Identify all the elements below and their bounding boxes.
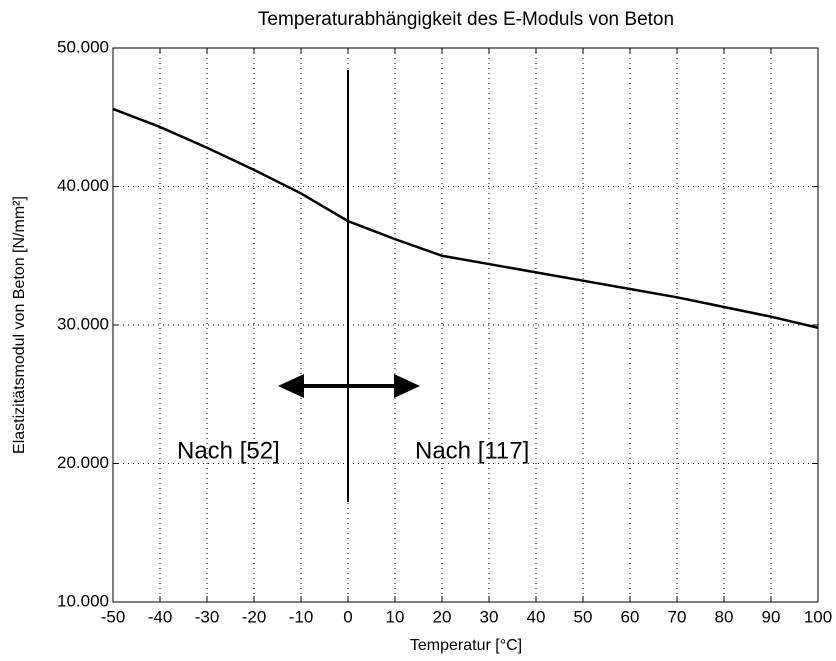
annotation: Nach [52] (177, 437, 280, 464)
x-axis-label: Temperatur [°C] (410, 637, 522, 654)
x-tick-label: -20 (242, 607, 267, 626)
double-arrow (278, 374, 420, 398)
x-tick-label: -10 (289, 607, 314, 626)
y-axis-label: Elastizitätsmodul von Beton [N/mm²] (11, 196, 28, 454)
x-tick-label: 20 (433, 607, 452, 626)
x-tick-label: 10 (386, 607, 405, 626)
x-tick-label: 90 (762, 607, 781, 626)
chart-title: Temperaturabhängigkeit des E-Moduls von … (258, 9, 674, 30)
y-tick-label: 50.000 (57, 37, 109, 56)
x-tick-label: 50 (574, 607, 593, 626)
y-tick-label: 40.000 (57, 176, 109, 195)
x-tick-label: 80 (715, 607, 734, 626)
axes-box (112, 47, 819, 603)
y-tick-label: 10.000 (57, 591, 109, 610)
x-tick-label: 60 (621, 607, 640, 626)
x-tick-label: -30 (195, 607, 220, 626)
y-tick-label: 30.000 (57, 314, 109, 333)
x-tick-label: 0 (343, 607, 352, 626)
data-line (112, 107, 819, 329)
y-tick-label: 20.000 (57, 453, 109, 472)
x-tick-label: 100 (804, 607, 832, 626)
x-tick-label: 40 (527, 607, 546, 626)
plot-area (113, 48, 818, 602)
x-tick-label: -50 (101, 607, 126, 626)
annotation: Nach [117] (415, 437, 529, 464)
x-tick-label: 30 (480, 607, 499, 626)
x-tick-label: 70 (668, 607, 687, 626)
x-tick-label: -40 (148, 607, 173, 626)
